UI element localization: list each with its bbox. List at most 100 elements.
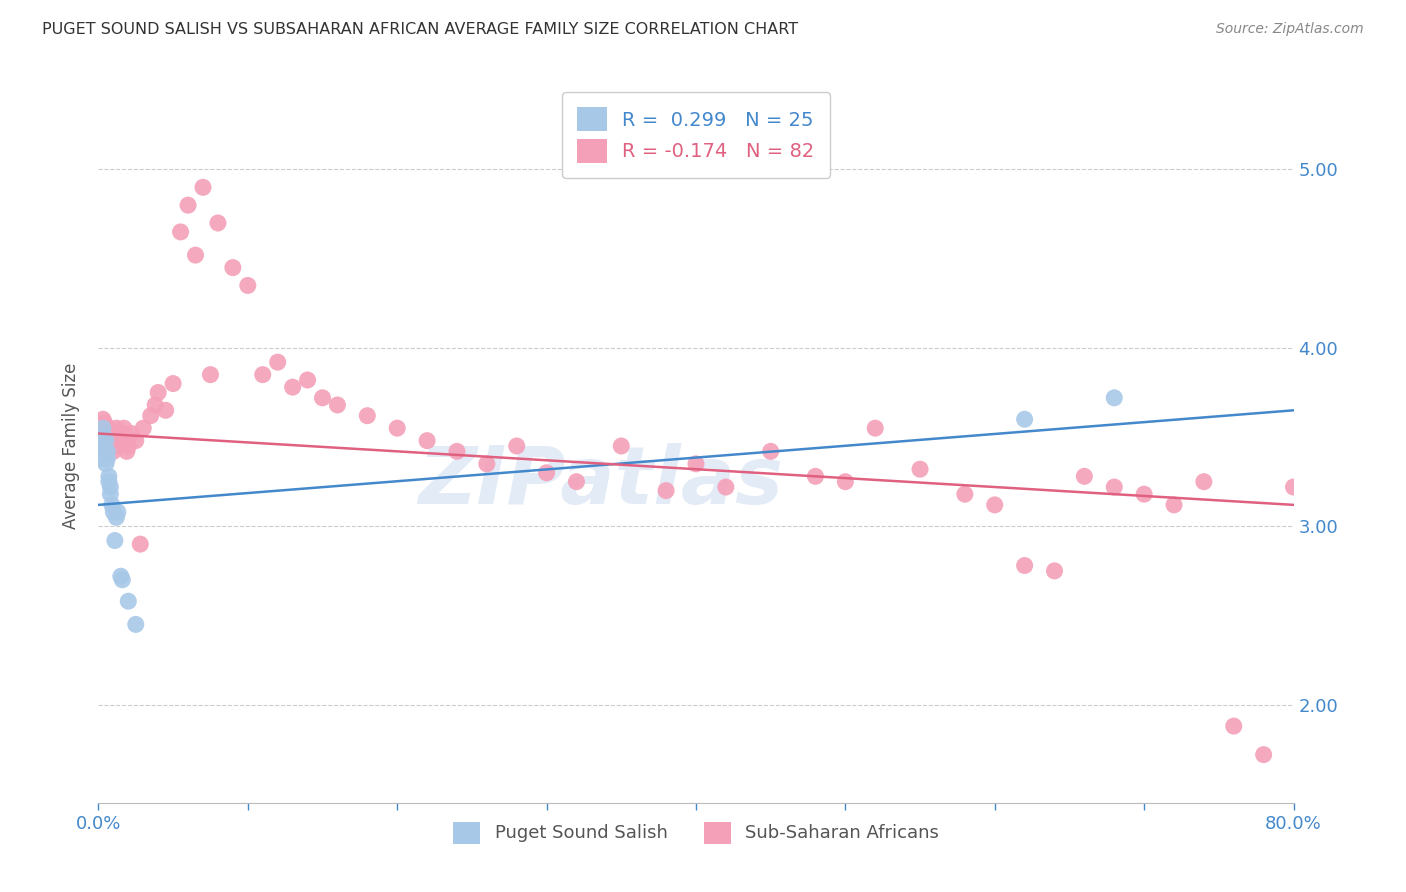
Point — [281, 380, 304, 394]
Point — [97, 421, 120, 435]
Point — [120, 426, 142, 441]
Point — [117, 594, 139, 608]
Point — [93, 426, 115, 441]
Point — [446, 444, 468, 458]
Point — [610, 439, 633, 453]
Point — [110, 569, 132, 583]
Point — [169, 225, 191, 239]
Point — [103, 505, 125, 519]
Point — [834, 475, 856, 489]
Point — [115, 444, 138, 458]
Point — [101, 498, 124, 512]
Legend: Puget Sound Salish, Sub-Saharan Africans: Puget Sound Salish, Sub-Saharan Africans — [439, 807, 953, 858]
Point — [98, 430, 122, 444]
Point — [108, 426, 131, 441]
Point — [96, 451, 118, 466]
Point — [111, 573, 134, 587]
Point — [104, 430, 127, 444]
Point — [311, 391, 333, 405]
Point — [1104, 391, 1126, 405]
Point — [94, 421, 117, 435]
Point — [96, 444, 118, 458]
Point — [207, 216, 229, 230]
Point — [1104, 480, 1126, 494]
Point — [93, 416, 115, 430]
Point — [1253, 747, 1275, 762]
Point — [112, 421, 135, 435]
Point — [94, 457, 117, 471]
Point — [536, 466, 558, 480]
Point — [89, 439, 111, 453]
Point — [94, 434, 117, 448]
Point — [96, 434, 118, 448]
Point — [104, 439, 127, 453]
Point — [356, 409, 378, 423]
Point — [97, 469, 120, 483]
Point — [385, 421, 409, 435]
Point — [91, 434, 114, 448]
Point — [90, 434, 112, 448]
Point — [1043, 564, 1066, 578]
Point — [1014, 558, 1036, 573]
Point — [804, 469, 827, 483]
Point — [759, 444, 782, 458]
Point — [97, 439, 120, 453]
Point — [125, 434, 148, 448]
Point — [908, 462, 931, 476]
Point — [97, 475, 120, 489]
Point — [98, 439, 122, 453]
Point — [94, 444, 117, 458]
Point — [267, 355, 290, 369]
Point — [1014, 412, 1036, 426]
Text: Source: ZipAtlas.com: Source: ZipAtlas.com — [1216, 22, 1364, 37]
Point — [94, 434, 117, 448]
Point — [114, 434, 136, 448]
Point — [148, 385, 170, 400]
Point — [91, 421, 114, 435]
Point — [98, 487, 122, 501]
Point — [105, 510, 128, 524]
Point — [103, 439, 125, 453]
Point — [98, 480, 122, 494]
Point — [236, 278, 259, 293]
Point — [1163, 498, 1185, 512]
Point — [200, 368, 222, 382]
Y-axis label: Average Family Size: Average Family Size — [62, 363, 80, 529]
Point — [506, 439, 529, 453]
Point — [107, 505, 129, 519]
Point — [297, 373, 319, 387]
Point — [162, 376, 184, 391]
Point — [101, 434, 124, 448]
Point — [475, 457, 498, 471]
Point — [714, 480, 737, 494]
Point — [132, 421, 155, 435]
Text: ZIPatlas: ZIPatlas — [418, 442, 783, 521]
Point — [565, 475, 588, 489]
Point — [93, 430, 115, 444]
Point — [143, 398, 166, 412]
Point — [90, 451, 112, 466]
Point — [96, 426, 118, 441]
Point — [416, 434, 439, 448]
Point — [125, 617, 148, 632]
Point — [252, 368, 274, 382]
Point — [184, 248, 207, 262]
Point — [865, 421, 887, 435]
Point — [101, 426, 124, 441]
Point — [326, 398, 349, 412]
Point — [89, 421, 111, 435]
Point — [155, 403, 177, 417]
Point — [93, 444, 115, 458]
Point — [117, 439, 139, 453]
Point — [685, 457, 707, 471]
Point — [191, 180, 214, 194]
Point — [1073, 469, 1095, 483]
Point — [984, 498, 1007, 512]
Point — [1133, 487, 1156, 501]
Point — [105, 421, 128, 435]
Point — [953, 487, 976, 501]
Point — [110, 434, 132, 448]
Point — [91, 421, 114, 435]
Point — [177, 198, 200, 212]
Point — [655, 483, 678, 498]
